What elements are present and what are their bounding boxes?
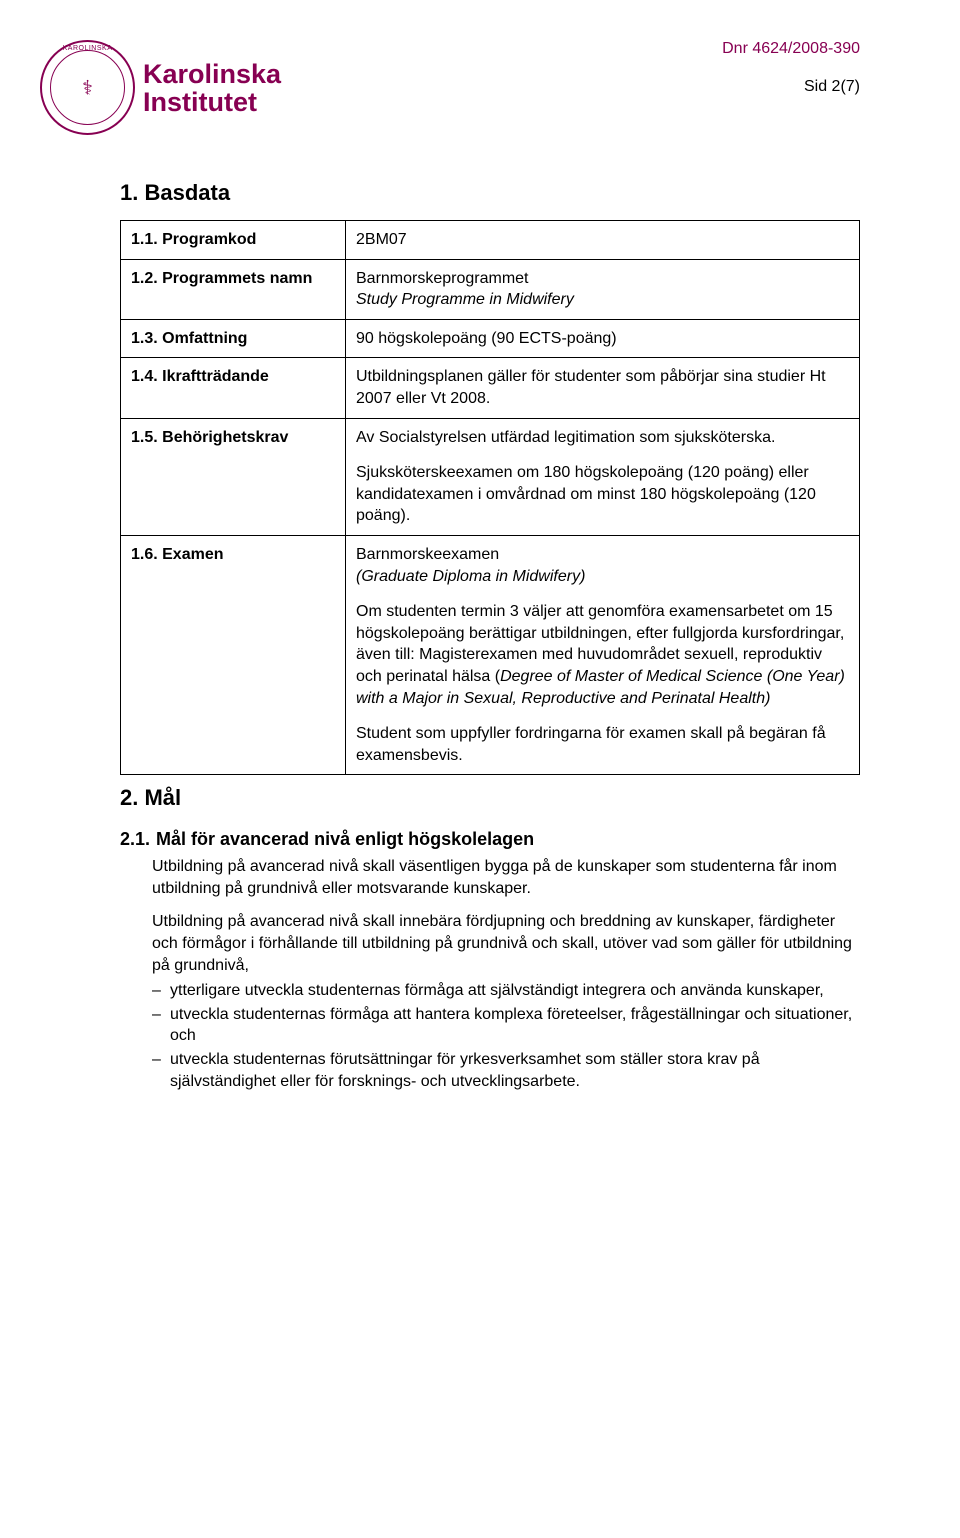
eligibility-para-2: Sjuksköterskeexamen om 180 högskolepoäng… [356,462,849,527]
cell-label: 1.2. Programmets namn [121,259,346,319]
wordmark: Karolinska Institutet [143,40,281,117]
dnr-number: Dnr 4624/2008-390 [722,40,860,58]
program-name-en: Study Programme in Midwifery [356,291,574,308]
degree-block-3: Student som uppfyller fordringarna för e… [356,723,849,766]
cell-label: 1.1. Programkod [121,221,346,260]
list-item: ytterligare utveckla studenternas förmåg… [152,980,860,1002]
table-row: 1.5. Behörighetskrav Av Socialstyrelsen … [121,418,860,535]
degree-block-1: Barnmorskeexamen (Graduate Diploma in Mi… [356,544,849,587]
table-row: 1.1. Programkod 2BM07 [121,221,860,260]
cell-label: 1.6. Examen [121,535,346,774]
seal-icon: KAROLINSKA ⚕ [40,40,135,135]
degree-block-2: Om studenten termin 3 väljer att genomfö… [356,601,849,709]
cell-value: 2BM07 [346,221,860,260]
cell-value: Barnmorskeprogrammet Study Programme in … [346,259,860,319]
list-item: utveckla studenternas förmåga att hanter… [152,1004,860,1047]
cell-value: Utbildningsplanen gäller för studenter s… [346,358,860,418]
seal-emblem-icon: ⚕ [82,75,93,100]
body-para-1: Utbildning på avancerad nivå skall väsen… [152,856,860,899]
wordmark-line-2: Institutet [143,88,281,116]
section-1-title: 1. Basdata [120,180,860,206]
table-row: 1.3. Omfattning 90 högskolepoäng (90 ECT… [121,319,860,358]
list-item: utveckla studenternas förutsättningar fö… [152,1049,860,1092]
bullet-list: ytterligare utveckla studenternas förmåg… [152,980,860,1092]
cell-value: Barnmorskeexamen (Graduate Diploma in Mi… [346,535,860,774]
cell-label: 1.4. Ikraftträdande [121,358,346,418]
eligibility-para-1: Av Socialstyrelsen utfärdad legitimation… [356,427,849,449]
subsection-title: Mål för avancerad nivå enligt högskolela… [156,829,534,850]
page-header: KAROLINSKA ⚕ Karolinska Institutet Dnr 4… [120,40,860,150]
section-2-title: 2. Mål [120,785,860,811]
cell-label: 1.5. Behörighetskrav [121,418,346,535]
cell-value: 90 högskolepoäng (90 ECTS-poäng) [346,319,860,358]
table-row: 1.2. Programmets namn Barnmorskeprogramm… [121,259,860,319]
table-row: 1.4. Ikraftträdande Utbildningsplanen gä… [121,358,860,418]
subsection-2-1-body: Utbildning på avancerad nivå skall väsen… [152,856,860,1092]
wordmark-line-1: Karolinska [143,60,281,88]
cell-label: 1.3. Omfattning [121,319,346,358]
header-meta: Dnr 4624/2008-390 Sid 2(7) [722,40,860,96]
degree-name-en: (Graduate Diploma in Midwifery) [356,568,585,585]
subsection-2-1-heading: 2.1. Mål för avancerad nivå enligt högsk… [120,829,860,850]
subsection-number: 2.1. [120,829,150,850]
degree-name: Barnmorskeexamen [356,546,499,563]
page-number: Sid 2(7) [722,78,860,96]
institution-logo: KAROLINSKA ⚕ Karolinska Institutet [40,40,281,135]
cell-value: Av Socialstyrelsen utfärdad legitimation… [346,418,860,535]
table-row: 1.6. Examen Barnmorskeexamen (Graduate D… [121,535,860,774]
basdata-table: 1.1. Programkod 2BM07 1.2. Programmets n… [120,220,860,775]
program-name: Barnmorskeprogrammet [356,270,529,287]
body-para-2: Utbildning på avancerad nivå skall inneb… [152,911,860,976]
